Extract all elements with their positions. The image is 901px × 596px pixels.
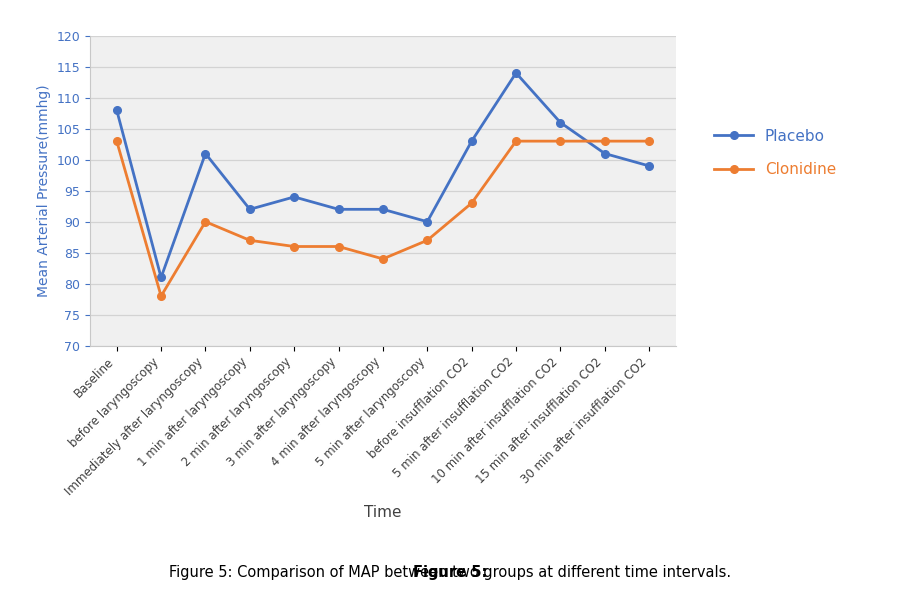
Placebo [643,162,654,169]
Clonidine [555,138,566,145]
Placebo [112,107,123,114]
Placebo [555,119,566,126]
Clonidine [112,138,123,145]
Placebo [599,150,610,157]
X-axis label: Time: Time [364,505,402,520]
Placebo [422,218,432,225]
Placebo [200,150,211,157]
Clonidine [200,218,211,225]
Clonidine [244,237,255,244]
Y-axis label: Mean Arterial Pressure(mmhg): Mean Arterial Pressure(mmhg) [37,85,51,297]
Placebo [156,274,167,281]
Placebo [466,138,477,145]
Clonidine [466,200,477,207]
Clonidine [378,255,388,262]
Clonidine [599,138,610,145]
Clonidine [333,243,344,250]
Placebo [244,206,255,213]
Clonidine [289,243,300,250]
Clonidine [643,138,654,145]
Legend: Placebo, Clonidine: Placebo, Clonidine [706,121,843,185]
Text: Figure 5: Comparison of MAP between two groups at different time intervals.: Figure 5: Comparison of MAP between two … [0,595,1,596]
Placebo [289,193,300,200]
Line: Placebo: Placebo [113,69,653,281]
Clonidine [511,138,522,145]
Clonidine [422,237,432,244]
Clonidine [156,293,167,300]
Placebo [333,206,344,213]
Text: Figure 5:: Figure 5: [414,564,487,580]
Placebo [511,69,522,76]
Text: Figure 5: Comparison of MAP between two groups at different time intervals.: Figure 5: Comparison of MAP between two … [169,564,732,580]
Line: Clonidine: Clonidine [113,137,653,300]
Placebo [378,206,388,213]
